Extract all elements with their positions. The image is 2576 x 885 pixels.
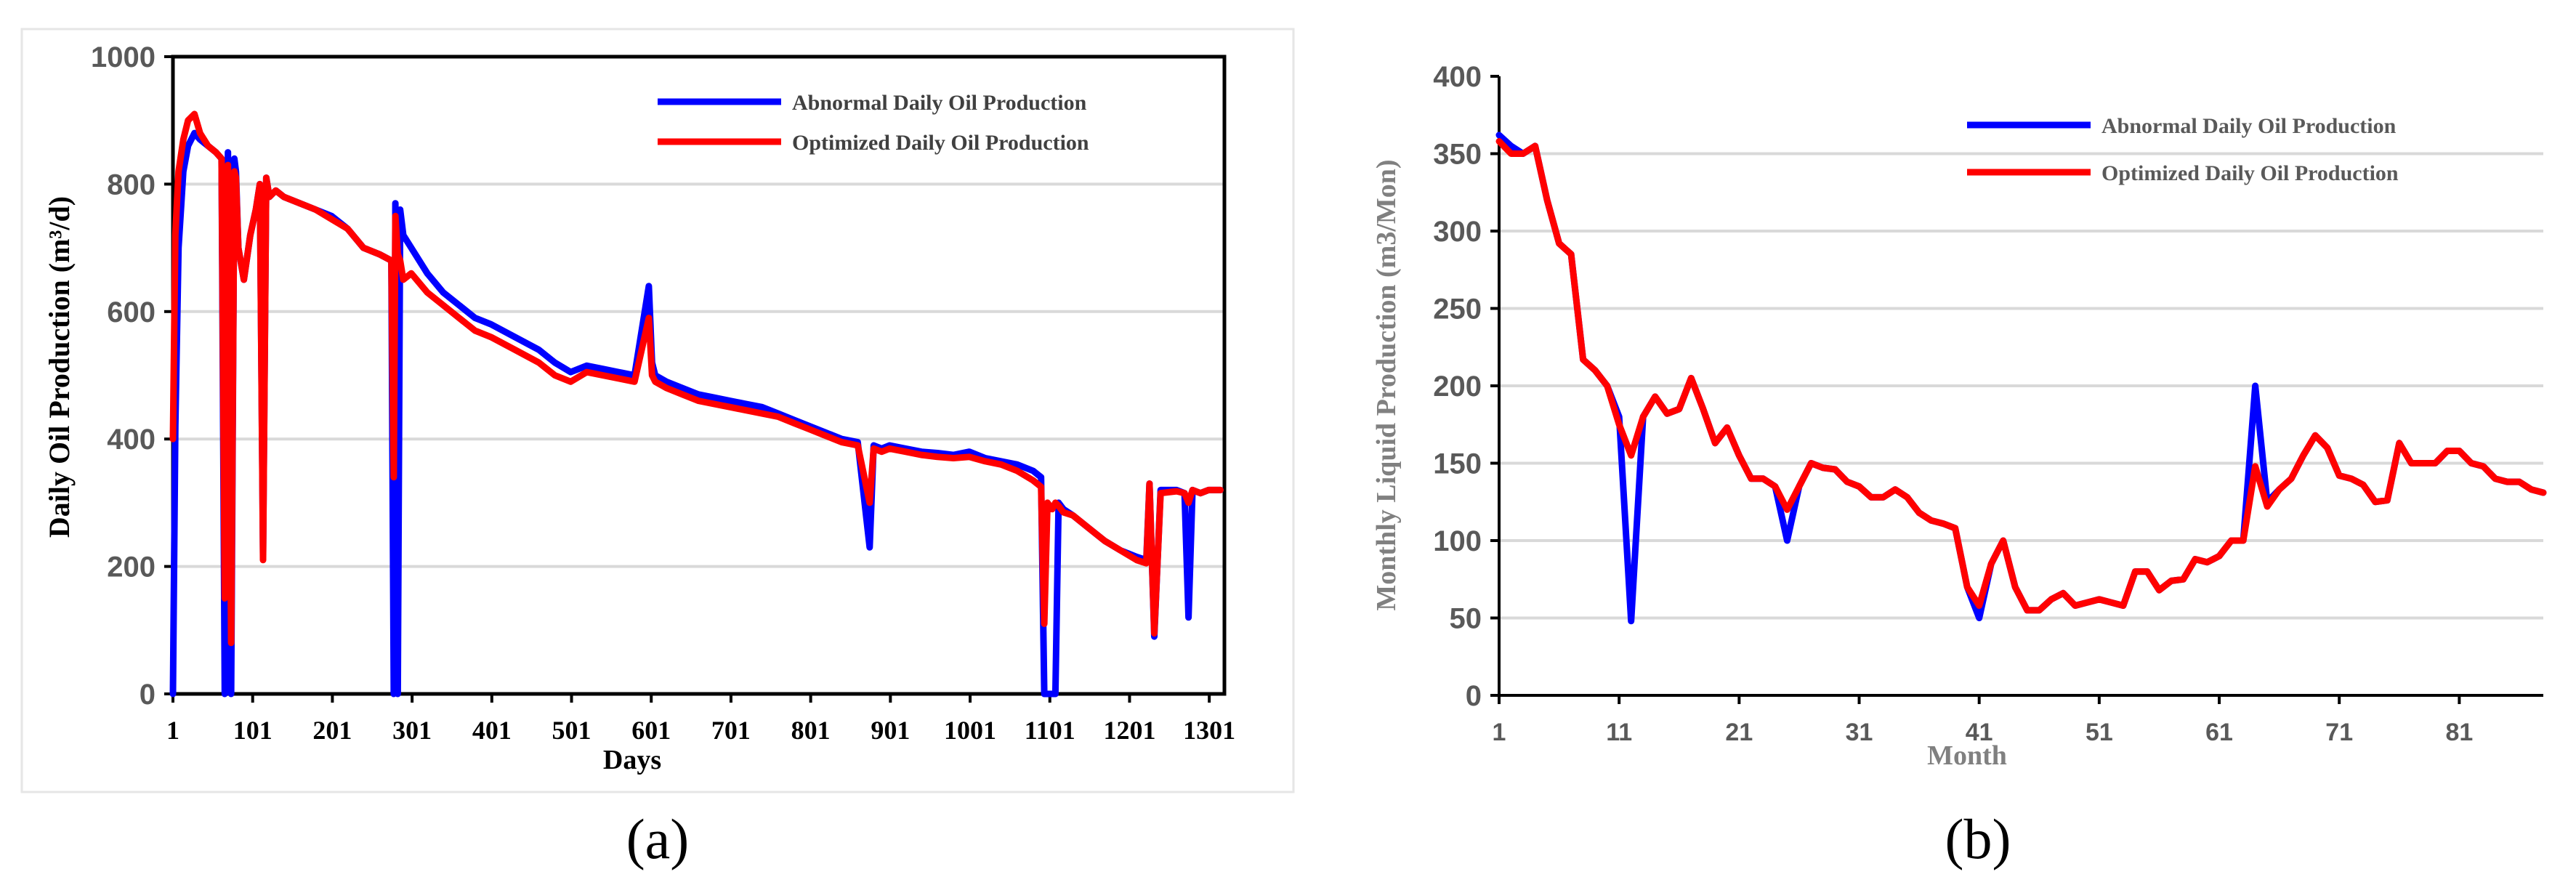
legend-label-abnormal: Abnormal Daily Oil Production xyxy=(2101,114,2397,138)
series-line-abnormal xyxy=(1495,132,2547,625)
x-tick-label-2: 201 xyxy=(312,716,352,745)
x-tick-label-10: 1001 xyxy=(944,716,996,745)
x-axis-label: Days xyxy=(603,745,661,775)
x-tick-label-1: 11 xyxy=(1606,719,1632,746)
y-tick-label-8: 400 xyxy=(1433,61,1482,93)
x-tick-label-2: 21 xyxy=(1725,719,1753,746)
x-tick-label-5: 501 xyxy=(552,716,591,745)
x-tick-label-8: 81 xyxy=(2445,719,2473,746)
x-tick-label-9: 901 xyxy=(871,716,910,745)
panel-b-label: (b) xyxy=(1945,807,2011,870)
x-tick-label-7: 71 xyxy=(2325,719,2353,746)
panel-a-label: (a) xyxy=(626,807,690,870)
y-tick-label-4: 200 xyxy=(1433,371,1482,403)
x-tick-label-4: 401 xyxy=(472,716,512,745)
x-tick-label-12: 1201 xyxy=(1103,716,1155,745)
y-tick-label-4: 800 xyxy=(107,169,156,201)
y-tick-label-0: 0 xyxy=(140,679,156,711)
x-tick-label-0: 1 xyxy=(166,716,179,745)
y-tick-label-1: 200 xyxy=(107,551,156,583)
x-tick-label-8: 801 xyxy=(791,716,831,745)
x-tick-label-3: 301 xyxy=(392,716,432,745)
legend: Abnormal Daily Oil Production Optimized D… xyxy=(658,91,1089,155)
y-tick-label-0: 0 xyxy=(1466,680,1482,712)
y-axis-label: Monthly Liquid Production (m3/Mon) xyxy=(1371,159,1402,610)
x-tick-label-7: 701 xyxy=(711,716,751,745)
y-tick-label-6: 300 xyxy=(1433,216,1482,248)
x-tick-label-6: 601 xyxy=(631,716,671,745)
x-tick-label-4: 41 xyxy=(1966,719,1993,746)
x-tick-label-5: 51 xyxy=(2086,719,2113,746)
x-tick-label-0: 1 xyxy=(1493,719,1506,746)
y-tick-label-5: 1000 xyxy=(91,41,156,73)
y-tick-label-2: 400 xyxy=(107,424,156,456)
y-tick-label-1: 50 xyxy=(1450,603,1482,635)
y-axis-label: Daily Oil Production (m³/d) xyxy=(43,196,76,538)
y-tick-label-3: 150 xyxy=(1433,448,1482,480)
legend-label-abnormal: Abnormal Daily Oil Production xyxy=(792,91,1087,115)
series-line-optimized xyxy=(169,110,1224,647)
x-tick-label-11: 1101 xyxy=(1025,716,1075,745)
legend-label-optimized: Optimized Daily Oil Production xyxy=(2101,161,2399,185)
series-line-optimized xyxy=(1495,138,2547,614)
legend: Abnormal Daily Oil Production Optimized D… xyxy=(1967,114,2399,185)
x-tick-label-13: 1301 xyxy=(1183,716,1235,745)
legend-label-optimized: Optimized Daily Oil Production xyxy=(792,131,1089,155)
x-tick-label-1: 101 xyxy=(233,716,272,745)
x-tick-label-3: 31 xyxy=(1846,719,1873,746)
y-tick-label-7: 350 xyxy=(1433,139,1482,171)
x-axis-label: Month xyxy=(1927,740,2007,771)
y-tick-label-2: 100 xyxy=(1433,525,1482,557)
y-tick-label-5: 250 xyxy=(1433,294,1482,326)
x-tick-label-6: 61 xyxy=(2205,719,2233,746)
y-tick-label-3: 600 xyxy=(107,296,156,328)
